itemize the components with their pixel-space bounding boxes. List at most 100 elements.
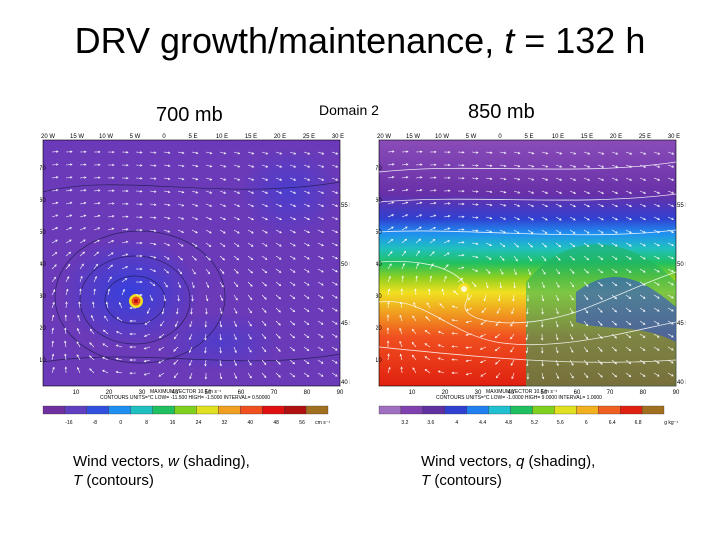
right-wind-vector — [555, 229, 562, 234]
left-wind-vector-head — [167, 151, 171, 154]
left-wind-vector-head — [223, 191, 227, 194]
right-wind-vector — [611, 216, 618, 221]
right-wind-vector — [569, 255, 575, 261]
left-wind-vector-head — [102, 329, 106, 333]
right-wind-vector — [513, 281, 516, 288]
left-wind-vector-head — [178, 285, 181, 289]
right-wind-vector-head — [526, 377, 530, 380]
left-wind-vector-head — [292, 374, 296, 378]
left-wind-vector — [51, 367, 55, 374]
right-wind-vector — [625, 151, 632, 155]
left-wind-vector-head — [94, 275, 97, 279]
right-wind-vector — [425, 369, 431, 374]
left-wind-vector-head — [335, 230, 339, 233]
right-wind-vector-head — [517, 164, 521, 168]
left-colorbar-swatch — [64, 405, 87, 415]
right-wind-vector-head — [642, 296, 646, 299]
right-wind-vector-head — [461, 241, 465, 244]
right-wind-vector-head — [391, 176, 395, 179]
left-wind-vector-head — [237, 217, 240, 221]
left-wind-vector — [233, 190, 240, 194]
left-wind-vector — [93, 190, 100, 192]
right-wind-vector-head — [541, 376, 545, 380]
right-wind-vector — [512, 294, 515, 301]
left-wind-vector — [219, 164, 226, 168]
right-wind-vector-head — [556, 363, 559, 367]
left-wind-vector-head — [195, 191, 199, 194]
right-wind-vector-head — [392, 150, 395, 153]
right-wind-vector — [583, 242, 590, 247]
left-wind-vector-head — [64, 366, 68, 369]
right-wind-vector — [496, 372, 501, 378]
left-wind-vector-head — [278, 336, 281, 339]
left-wind-vector — [289, 320, 295, 326]
left-wind-vector-head — [292, 296, 296, 300]
right-top-tick-label: 15 E — [581, 134, 593, 140]
left-wind-vector — [190, 307, 193, 314]
right-wind-vector — [399, 315, 403, 322]
left-wind-vector-head — [64, 340, 67, 344]
right-wind-vector-head — [671, 165, 675, 168]
right-top-tick-label: 20 E — [610, 134, 622, 140]
left-wind-vector — [219, 229, 226, 234]
right-wind-vector-head — [657, 283, 660, 286]
left-wind-vector-head — [176, 311, 179, 315]
left-left-tick-label: 30 — [40, 294, 46, 300]
right-wind-vector — [541, 216, 548, 221]
right-wind-vector — [653, 268, 660, 273]
left-wind-vector-head — [293, 257, 296, 260]
right-wind-vector — [387, 176, 394, 179]
left-wind-vector — [247, 151, 254, 155]
right-wind-vector-head — [495, 323, 498, 326]
right-wind-vector-head — [525, 337, 528, 341]
left-colorbar-label: 40 — [247, 420, 253, 426]
left-wind-vector-head — [321, 165, 325, 168]
right-wind-vector — [466, 307, 473, 311]
right-wind-vector — [485, 177, 492, 180]
left-colorbar-swatch — [130, 405, 153, 415]
right-left-tick-label: 70 — [376, 166, 382, 172]
left-wind-vector-head — [250, 257, 254, 261]
left-wind-vector-head — [335, 322, 338, 325]
right-wind-vector-head — [556, 311, 559, 315]
right-wind-vector-head — [601, 204, 604, 208]
right-wind-vector — [569, 372, 574, 379]
right-wind-vector-head — [615, 152, 619, 155]
right-wind-vector-head — [503, 177, 507, 181]
left-wind-vector — [205, 151, 212, 154]
right-wind-vector — [611, 294, 617, 300]
left-colorbar-swatch — [108, 405, 131, 415]
left-wind-vector — [177, 281, 181, 288]
left-wind-vector — [205, 164, 212, 167]
right-wind-vector-head — [556, 298, 559, 302]
right-wind-vector — [485, 203, 492, 206]
right-wind-vector-head — [489, 216, 493, 220]
right-left-tick-label: 20 — [376, 326, 382, 332]
left-wind-vector — [331, 346, 338, 351]
right-wind-vector — [583, 281, 589, 287]
right-wind-vector — [438, 331, 445, 335]
right-wind-vector — [526, 320, 529, 327]
right-wind-vector-head — [531, 204, 535, 207]
right-wind-vector — [510, 333, 515, 340]
left-wind-vector — [77, 367, 81, 374]
left-wind-vector — [79, 202, 86, 205]
right-wind-vector — [597, 307, 603, 313]
left-wind-vector-head — [143, 347, 147, 350]
left-wind-vector-head — [335, 204, 339, 207]
right-wind-vector — [555, 164, 562, 168]
left-wind-vector-head — [209, 178, 213, 181]
left-wind-vector-head — [125, 266, 129, 269]
left-wind-vector — [205, 307, 207, 315]
right-wind-vector-head — [517, 151, 521, 155]
left-wind-vector — [64, 354, 67, 361]
right-wind-vector-head — [573, 191, 577, 194]
right-wind-vector-head — [615, 217, 618, 221]
right-wind-vector-head — [614, 323, 617, 326]
right-wind-vector-head — [476, 164, 479, 167]
left-wind-vector-head — [125, 253, 129, 256]
right-wind-vector-head — [462, 151, 465, 154]
left-wind-vector — [149, 255, 156, 259]
right-wind-vector — [583, 268, 589, 274]
left-wind-vector — [303, 255, 310, 260]
